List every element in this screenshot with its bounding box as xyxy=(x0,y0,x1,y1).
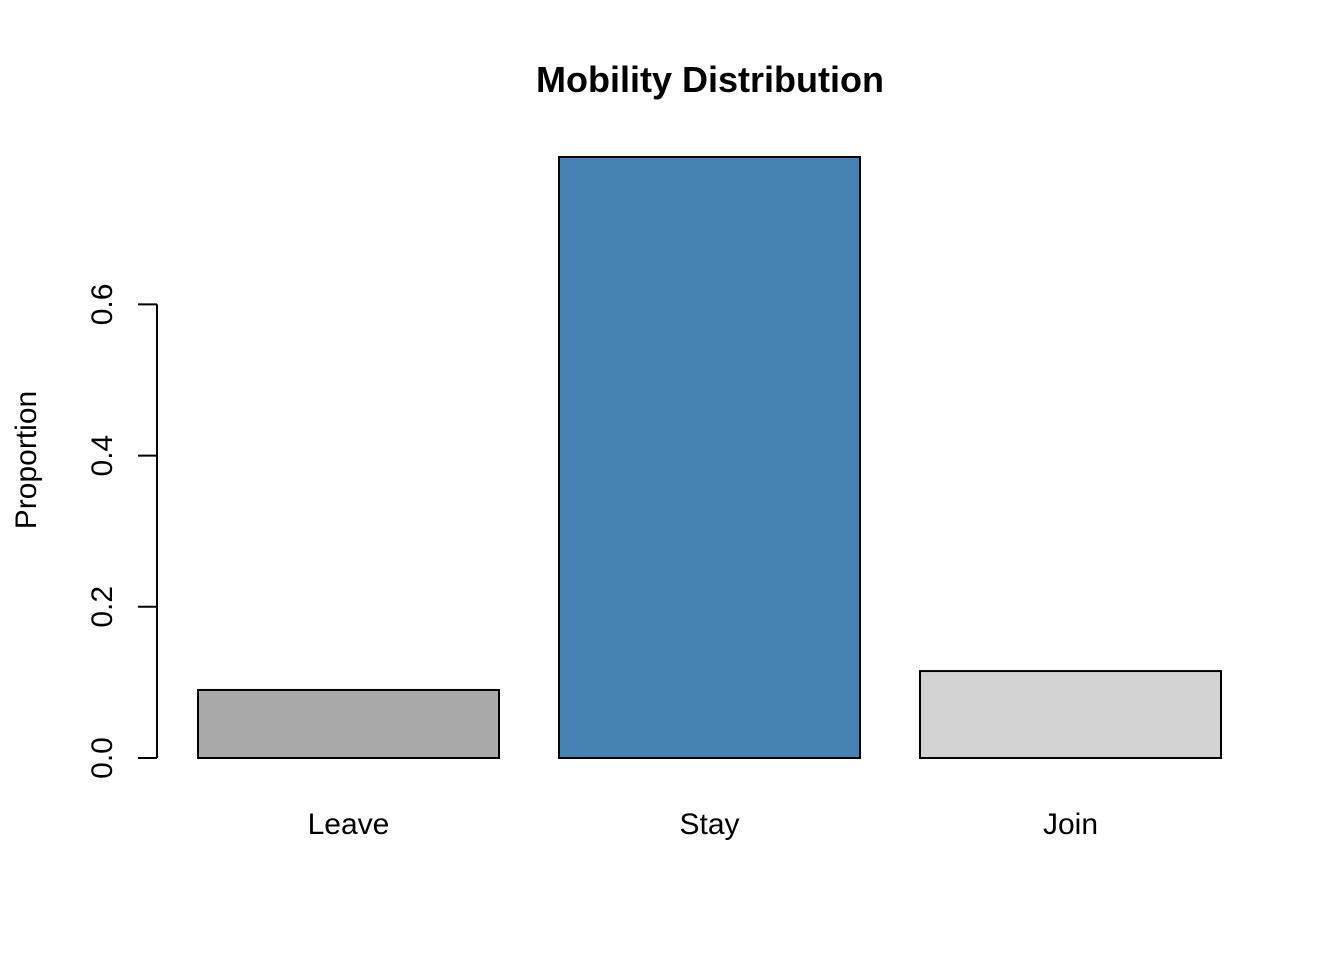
chart-title: Mobility Distribution xyxy=(536,59,884,100)
y-tick-label: 0.0 xyxy=(86,737,119,779)
y-axis: 0.0 0.2 0.4 0.6 xyxy=(86,284,158,779)
bar-join xyxy=(919,670,1222,759)
y-tick-label: 0.6 xyxy=(86,284,119,326)
bar-leave xyxy=(197,688,500,760)
x-tick-label-stay: Stay xyxy=(679,808,739,841)
y-axis-label: Proportion xyxy=(10,391,43,529)
y-tick-label: 0.2 xyxy=(86,586,119,628)
bar-stay xyxy=(558,156,861,759)
bars-group xyxy=(197,156,1222,760)
y-tick-label: 0.4 xyxy=(86,435,119,477)
x-tick-label-leave: Leave xyxy=(308,808,390,841)
x-axis-labels: Leave Stay Join xyxy=(308,808,1098,841)
x-tick-label-join: Join xyxy=(1043,808,1098,841)
